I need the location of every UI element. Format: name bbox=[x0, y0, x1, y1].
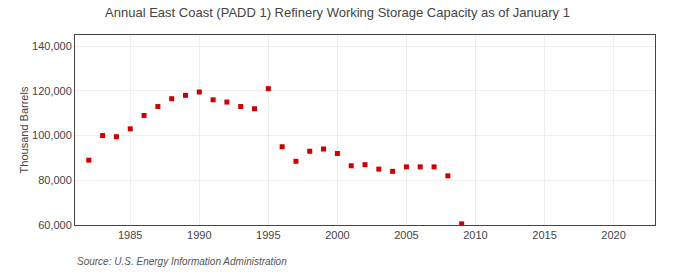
svg-text:Source: U.S. Energy Informatio: Source: U.S. Energy Information Administ… bbox=[77, 256, 287, 267]
svg-text:120,000: 120,000 bbox=[32, 85, 72, 97]
svg-text:Annual East Coast (PADD 1) Ref: Annual East Coast (PADD 1) Refinery Work… bbox=[105, 5, 570, 20]
svg-text:100,000: 100,000 bbox=[32, 129, 72, 141]
svg-text:2015: 2015 bbox=[532, 229, 556, 241]
svg-text:140,000: 140,000 bbox=[32, 40, 72, 52]
svg-text:80,000: 80,000 bbox=[38, 174, 72, 186]
svg-text:1990: 1990 bbox=[187, 229, 211, 241]
svg-text:Thousand Barrels: Thousand Barrels bbox=[18, 86, 30, 173]
svg-text:60,000: 60,000 bbox=[38, 219, 72, 231]
svg-text:1985: 1985 bbox=[118, 229, 142, 241]
svg-text:2005: 2005 bbox=[394, 229, 418, 241]
svg-text:2000: 2000 bbox=[325, 229, 349, 241]
svg-text:2010: 2010 bbox=[463, 229, 487, 241]
svg-text:1995: 1995 bbox=[256, 229, 280, 241]
svg-text:2020: 2020 bbox=[601, 229, 625, 241]
